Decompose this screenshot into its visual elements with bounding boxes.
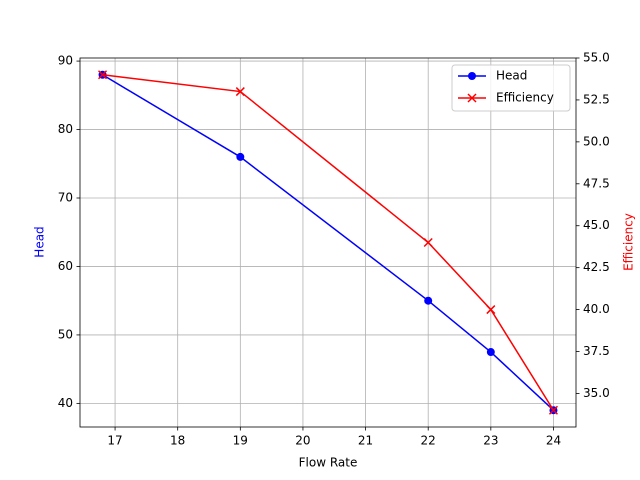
marker (236, 152, 245, 161)
x-tick-label: 20 (295, 434, 310, 448)
x-axis-label: Flow Rate (299, 456, 358, 470)
legend: Head Efficiency (451, 64, 571, 112)
x-tick-label: 19 (233, 434, 248, 448)
legend-marker (468, 72, 476, 80)
x-tick-label: 21 (358, 434, 373, 448)
marker (486, 348, 495, 357)
y-tick-label: 40 (58, 396, 73, 410)
x-tick-label: 23 (483, 434, 498, 448)
marker (424, 296, 433, 305)
marker (235, 87, 245, 97)
line (102, 74, 555, 411)
y2-tick-label: 42.5 (583, 260, 610, 274)
y2-tick-label: 52.5 (583, 92, 610, 106)
plot-frame (79, 57, 577, 428)
y2-tick-label: 47.5 (583, 176, 610, 190)
x-tick-label: 22 (421, 434, 436, 448)
y2-tick-label: 40.0 (583, 302, 610, 316)
marker (98, 70, 108, 80)
y-tick-label: 80 (58, 122, 73, 136)
x-tick-label: 24 (546, 434, 561, 448)
x-tick-label: 17 (107, 434, 122, 448)
y2-tick-label: 55.0 (583, 51, 610, 65)
y-tick-label: 50 (58, 327, 73, 341)
y2-axis-label: Efficiency (622, 213, 636, 271)
y-tick-label: 90 (58, 54, 73, 68)
marker (423, 237, 433, 248)
legend-label: Efficiency (496, 91, 554, 105)
y-axis-label: Head (33, 226, 47, 257)
y-tick-label: 60 (58, 259, 73, 273)
y-tick-label: 70 (58, 191, 73, 205)
x-tick-label: 18 (170, 434, 185, 448)
line (102, 74, 554, 411)
legend-marker (467, 93, 477, 103)
marker (486, 305, 496, 315)
y2-tick-label: 35.0 (583, 386, 610, 400)
y2-tick-label: 37.5 (583, 344, 610, 358)
y2-tick-label: 45.0 (583, 218, 610, 232)
legend-label: Head (496, 69, 527, 83)
y2-tick-label: 50.0 (583, 134, 610, 148)
marker (548, 405, 558, 415)
